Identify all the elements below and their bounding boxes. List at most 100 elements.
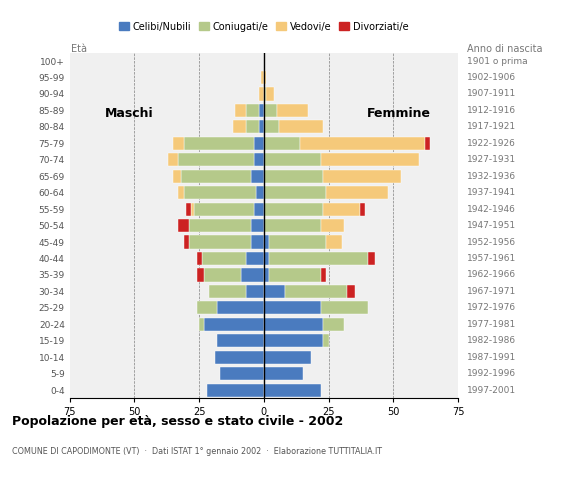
Bar <box>269 236 326 249</box>
Text: 1932-1936: 1932-1936 <box>467 172 516 181</box>
Bar <box>277 104 308 117</box>
Bar <box>204 318 264 331</box>
Bar <box>179 153 253 167</box>
Bar <box>368 252 375 265</box>
Bar <box>197 252 202 265</box>
Bar <box>246 120 259 133</box>
Text: 1907-1911: 1907-1911 <box>467 89 516 98</box>
Bar <box>264 285 285 298</box>
Bar <box>269 268 321 282</box>
Bar <box>264 318 324 331</box>
Text: 1901 o prima: 1901 o prima <box>467 57 527 66</box>
Bar <box>188 219 251 232</box>
Bar <box>207 384 264 397</box>
Bar <box>251 169 264 183</box>
Text: COMUNE DI CAPODIMONTE (VT)  ·  Dati ISTAT 1° gennaio 2002  ·  Elaborazione TUTTI: COMUNE DI CAPODIMONTE (VT) · Dati ISTAT … <box>12 447 382 456</box>
Bar <box>218 334 264 348</box>
Text: 1987-1991: 1987-1991 <box>467 353 516 362</box>
Bar <box>321 153 419 167</box>
Bar <box>264 137 300 150</box>
Bar <box>264 367 303 380</box>
Text: 1977-1981: 1977-1981 <box>467 320 516 329</box>
Bar <box>179 219 188 232</box>
Bar <box>184 236 189 249</box>
Bar <box>360 203 365 216</box>
Bar <box>264 203 324 216</box>
Text: Anno di nascita: Anno di nascita <box>467 44 542 54</box>
Legend: Celibi/Nubili, Coniugati/e, Vedovi/e, Divorziati/e: Celibi/Nubili, Coniugati/e, Vedovi/e, Di… <box>115 18 412 36</box>
Text: 1942-1946: 1942-1946 <box>467 204 516 214</box>
Text: 1972-1976: 1972-1976 <box>467 303 516 312</box>
Bar <box>264 334 324 348</box>
Text: 1947-1951: 1947-1951 <box>467 221 516 230</box>
Bar <box>246 252 264 265</box>
Bar <box>251 219 264 232</box>
Bar <box>264 87 266 100</box>
Bar <box>184 137 253 150</box>
Bar <box>259 120 264 133</box>
Bar <box>425 137 430 150</box>
Bar <box>253 203 264 216</box>
Bar <box>181 169 251 183</box>
Text: Popolazione per età, sesso e stato civile - 2002: Popolazione per età, sesso e stato civil… <box>12 415 343 428</box>
Bar <box>264 219 321 232</box>
Bar <box>246 285 264 298</box>
Bar <box>191 203 194 216</box>
Bar <box>324 318 344 331</box>
Bar <box>321 268 326 282</box>
Bar <box>215 351 264 364</box>
Text: 1927-1931: 1927-1931 <box>467 155 516 164</box>
Text: 1937-1941: 1937-1941 <box>467 188 516 197</box>
Bar <box>326 236 342 249</box>
Bar <box>186 203 191 216</box>
Text: 1952-1956: 1952-1956 <box>467 238 516 247</box>
Bar <box>324 169 401 183</box>
Bar <box>202 252 246 265</box>
Text: Maschi: Maschi <box>105 107 154 120</box>
Bar <box>285 285 347 298</box>
Bar <box>259 87 264 100</box>
Bar <box>321 219 344 232</box>
Bar <box>179 186 184 199</box>
Bar <box>264 301 321 314</box>
Bar <box>168 153 179 167</box>
Bar <box>324 334 329 348</box>
Bar <box>347 285 354 298</box>
Bar <box>264 236 269 249</box>
Bar <box>264 351 310 364</box>
Bar <box>256 186 264 199</box>
Bar <box>321 301 368 314</box>
Bar <box>253 153 264 167</box>
Bar <box>197 268 204 282</box>
Bar <box>324 203 360 216</box>
Bar <box>264 120 280 133</box>
Bar <box>264 186 326 199</box>
Bar <box>220 367 264 380</box>
Text: 1962-1966: 1962-1966 <box>467 270 516 279</box>
Bar <box>173 137 184 150</box>
Bar <box>269 252 368 265</box>
Text: 1982-1986: 1982-1986 <box>467 336 516 345</box>
Bar <box>251 236 264 249</box>
Text: Femmine: Femmine <box>367 107 430 120</box>
Text: 1917-1921: 1917-1921 <box>467 122 516 132</box>
Bar <box>173 169 181 183</box>
Bar <box>264 169 324 183</box>
Bar <box>264 153 321 167</box>
Text: 1997-2001: 1997-2001 <box>467 385 516 395</box>
Text: 1992-1996: 1992-1996 <box>467 369 516 378</box>
Bar <box>197 301 218 314</box>
Text: 1922-1926: 1922-1926 <box>467 139 516 148</box>
Bar <box>264 252 269 265</box>
Bar <box>264 71 266 84</box>
Bar <box>264 268 269 282</box>
Text: 1957-1961: 1957-1961 <box>467 254 516 263</box>
Bar <box>199 318 204 331</box>
Text: Età: Età <box>71 45 87 54</box>
Bar <box>184 186 256 199</box>
Bar <box>300 137 425 150</box>
Bar <box>280 120 324 133</box>
Text: 1967-1971: 1967-1971 <box>467 287 516 296</box>
Bar <box>264 104 277 117</box>
Text: 1902-1906: 1902-1906 <box>467 73 516 82</box>
